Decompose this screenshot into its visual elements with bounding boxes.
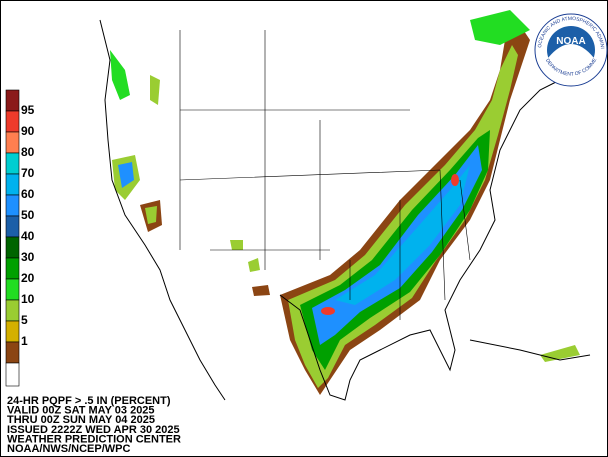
legend-label: 80	[21, 145, 35, 159]
caption-line: 24-HR PQPF > .5 IN (PERCENT)	[7, 395, 171, 407]
legend-swatch	[5, 299, 20, 322]
legend-swatch	[5, 341, 20, 364]
precip-areas	[110, 10, 580, 395]
legend-label: 30	[21, 250, 35, 264]
legend-swatch	[5, 152, 20, 175]
caption-line: WEATHER PREDICTION CENTER	[7, 433, 181, 445]
legend-swatch	[5, 257, 20, 280]
legend-swatch	[5, 278, 20, 301]
legend-swatch	[5, 320, 20, 343]
legend-swatch	[5, 362, 20, 387]
legend-label: 40	[21, 229, 35, 243]
legend-label: 70	[21, 166, 35, 180]
legend-label: 20	[21, 271, 35, 285]
legend-label: 90	[21, 124, 35, 138]
legend-label: 50	[21, 208, 35, 222]
legend-label: 95	[21, 103, 35, 117]
legend: 95 90 80 70 60 50 40 30 20 10 5 1	[5, 89, 35, 387]
caption-line: ISSUED 2222Z WED APR 30 2025	[7, 424, 180, 436]
logo-text: NOAA	[556, 36, 585, 47]
map-outlines	[99, 19, 591, 401]
legend-swatch	[5, 131, 20, 154]
legend-swatch	[5, 215, 20, 238]
legend-swatch	[5, 194, 20, 217]
legend-label: 1	[21, 334, 28, 348]
caption: 24-HR PQPF > .5 IN (PERCENT)VALID 00Z SA…	[7, 395, 181, 455]
legend-label: 5	[21, 313, 28, 327]
legend-swatch	[5, 236, 20, 259]
legend-swatch	[5, 89, 20, 112]
legend-swatch	[5, 110, 20, 133]
legend-swatch	[5, 173, 20, 196]
legend-label: 60	[21, 187, 35, 201]
caption-line: NOAA/NWS/NCEP/WPC	[7, 443, 131, 455]
legend-label: 10	[21, 292, 35, 306]
caption-line: THRU 00Z SUN MAY 04 2025	[7, 414, 155, 426]
caption-line: VALID 00Z SAT MAY 03 2025	[7, 405, 155, 417]
